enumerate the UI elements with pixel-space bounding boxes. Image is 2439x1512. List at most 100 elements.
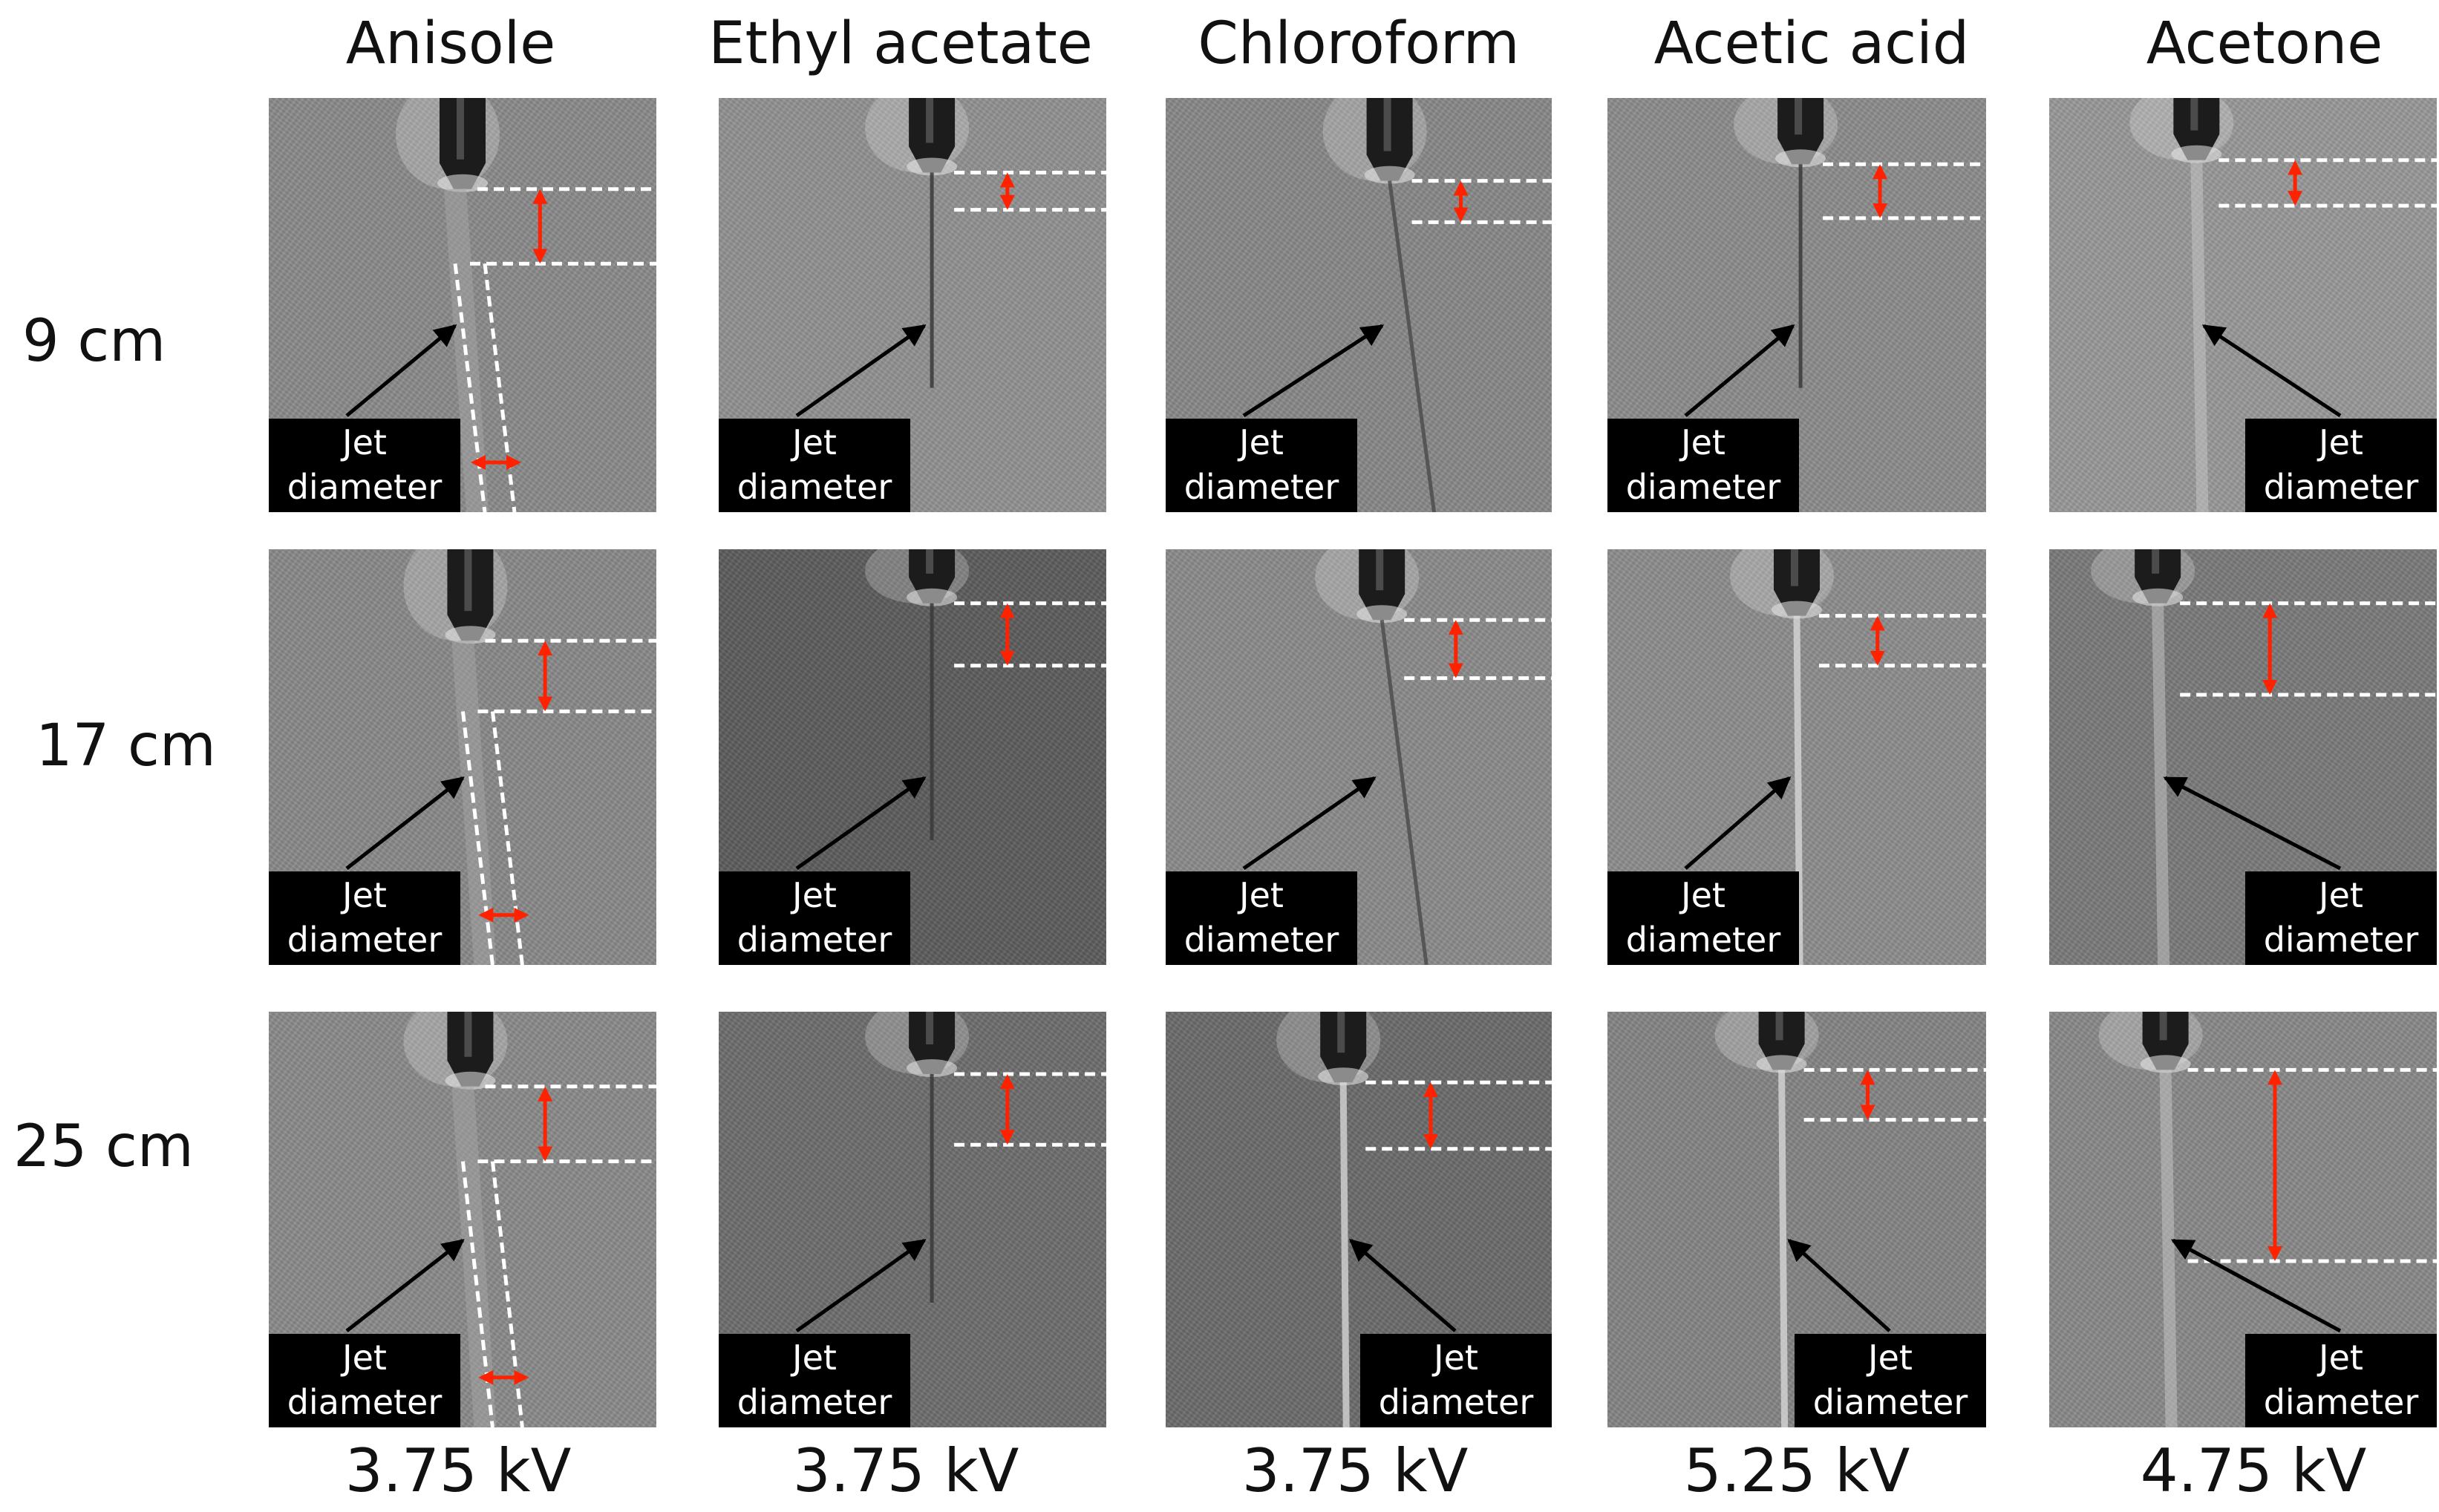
row-label-0: 9 cm	[22, 308, 166, 375]
needle-nozzle-icon	[1758, 1012, 1805, 1070]
micrograph-drawing	[1714, 1012, 1986, 1427]
jet-diameter-label: Jet diameter	[719, 871, 910, 965]
pointer-arrow-icon	[1787, 1238, 1891, 1332]
label-line-1: Jet	[1681, 875, 1725, 915]
jet-diameter-label: Jet diameter	[1607, 871, 1799, 965]
label-line-2: diameter	[2263, 920, 2419, 960]
pointer-arrow-icon	[1684, 776, 1792, 870]
nozzle-tip-glow	[2171, 145, 2222, 163]
label-line-2: diameter	[1625, 467, 1781, 507]
label-line-1: Jet	[792, 875, 837, 915]
label-line-1: Jet	[342, 422, 387, 462]
voltage-label-0: 3.75 kV	[345, 1436, 572, 1505]
pointer-arrow-icon	[2201, 324, 2342, 418]
needle-highlight	[464, 1012, 472, 1057]
jet-diameter-label: Jet diameter	[1607, 419, 1799, 512]
needle-highlight	[926, 98, 934, 143]
label-line-2: diameter	[1625, 920, 1781, 960]
micrograph-panel: Jet diameter	[1607, 98, 1986, 512]
label-line-2: diameter	[2263, 467, 2419, 507]
micrograph-panel: Jet diameter	[719, 549, 1106, 965]
micrograph-panel: Jet diameter	[1166, 98, 1552, 512]
nozzle-tip-glow	[1756, 1055, 1807, 1073]
micrograph-drawing	[1242, 549, 1552, 965]
nozzle-tip-glow	[1356, 605, 1408, 624]
column-title-0: Anisole	[345, 10, 556, 77]
label-line-1: Jet	[1434, 1338, 1478, 1378]
needle-highlight	[926, 549, 934, 574]
needle-highlight	[2190, 98, 2198, 131]
needle-highlight	[1337, 1012, 1345, 1053]
micrograph-drawing	[795, 549, 1106, 871]
label-line-1: Jet	[2319, 1338, 2363, 1378]
micrograph-panel: Jet diameter	[2049, 549, 2437, 965]
needle-highlight	[464, 549, 472, 612]
needle-highlight	[1791, 549, 1798, 586]
jet-stream-icon	[1793, 615, 1803, 965]
micrograph-drawing	[2129, 98, 2437, 512]
label-line-2: diameter	[1812, 1382, 1968, 1422]
nozzle-tip-glow	[1364, 166, 1415, 184]
row-label-1: 17 cm	[36, 713, 216, 779]
micrograph-drawing	[345, 98, 656, 512]
micrograph-drawing	[1684, 549, 1986, 965]
needle-highlight	[926, 1012, 934, 1044]
label-line-1: Jet	[792, 1338, 837, 1378]
needle-highlight	[1795, 98, 1803, 135]
label-line-2: diameter	[2263, 1382, 2419, 1422]
label-line-2: diameter	[287, 920, 443, 960]
label-line-2: diameter	[287, 1382, 443, 1422]
jet-edge-guide	[460, 711, 494, 965]
jet-edge-guide	[460, 1161, 494, 1427]
jet-diameter-label: Jet diameter	[1360, 1334, 1552, 1427]
voltage-label-4: 4.75 kV	[2140, 1436, 2367, 1505]
pointer-arrow-icon	[345, 1239, 465, 1332]
pointer-arrow-icon	[1242, 324, 1385, 418]
jet-diameter-label: Jet diameter	[1795, 1334, 1986, 1427]
voltage-label-2: 3.75 kV	[1241, 1436, 1469, 1505]
label-line-1: Jet	[342, 1338, 387, 1378]
jet-diameter-label: Jet diameter	[269, 871, 460, 965]
micrograph-drawing	[1276, 1012, 1552, 1427]
column-title-1: Ethyl acetate	[708, 10, 1093, 77]
jet-diameter-label: Jet diameter	[2245, 419, 2437, 512]
pointer-arrow-icon	[795, 324, 927, 418]
jet-edge-guide	[483, 263, 517, 512]
label-line-2: diameter	[1183, 467, 1339, 507]
micrograph-panel: Jet diameter	[2049, 98, 2437, 512]
label-line-2: diameter	[737, 467, 892, 507]
micrograph-drawing	[795, 1012, 1106, 1333]
nozzle-tip-glow	[1775, 149, 1826, 168]
pointer-arrow-icon	[1242, 776, 1377, 871]
jet-stream-icon	[2190, 160, 2209, 512]
voltage-label-3: 5.25 kV	[1683, 1436, 1910, 1505]
jet-diameter-label: Jet diameter	[2245, 1334, 2437, 1427]
nozzle-tip-glow	[907, 588, 958, 606]
jet-stream-icon	[1339, 1082, 1350, 1427]
micrograph-drawing	[1684, 98, 1986, 417]
jet-diameter-label: Jet diameter	[269, 1334, 460, 1427]
pointer-arrow-icon	[2170, 1238, 2342, 1333]
micrograph-panel: Jet diameter	[269, 549, 656, 965]
label-line-1: Jet	[792, 422, 837, 462]
micrograph-drawing	[1242, 98, 1552, 512]
nozzle-tip-glow	[2132, 588, 2184, 606]
label-line-1: Jet	[1239, 875, 1284, 915]
nozzle-tip-glow	[1772, 600, 1822, 619]
jet-stream-icon	[2152, 603, 2170, 965]
pointer-arrow-icon	[1348, 1239, 1457, 1332]
jet-stream-icon	[1388, 180, 1437, 512]
pointer-arrow-icon	[345, 776, 465, 870]
needle-highlight	[457, 98, 464, 160]
label-line-1: Jet	[1239, 422, 1284, 462]
micrograph-drawing	[2091, 549, 2437, 965]
jet-edge-guide	[490, 1161, 524, 1427]
column-title-2: Chloroform	[1198, 10, 1520, 77]
nozzle-tip-glow	[907, 157, 958, 176]
jet-stream-icon	[2159, 1070, 2178, 1427]
pointer-arrow-icon	[795, 1238, 927, 1333]
nozzle-tip-glow	[445, 1071, 496, 1090]
jet-edge-guide	[453, 263, 487, 512]
micrograph-panel: Jet diameter	[1607, 549, 1986, 965]
needle-highlight	[1383, 98, 1391, 151]
